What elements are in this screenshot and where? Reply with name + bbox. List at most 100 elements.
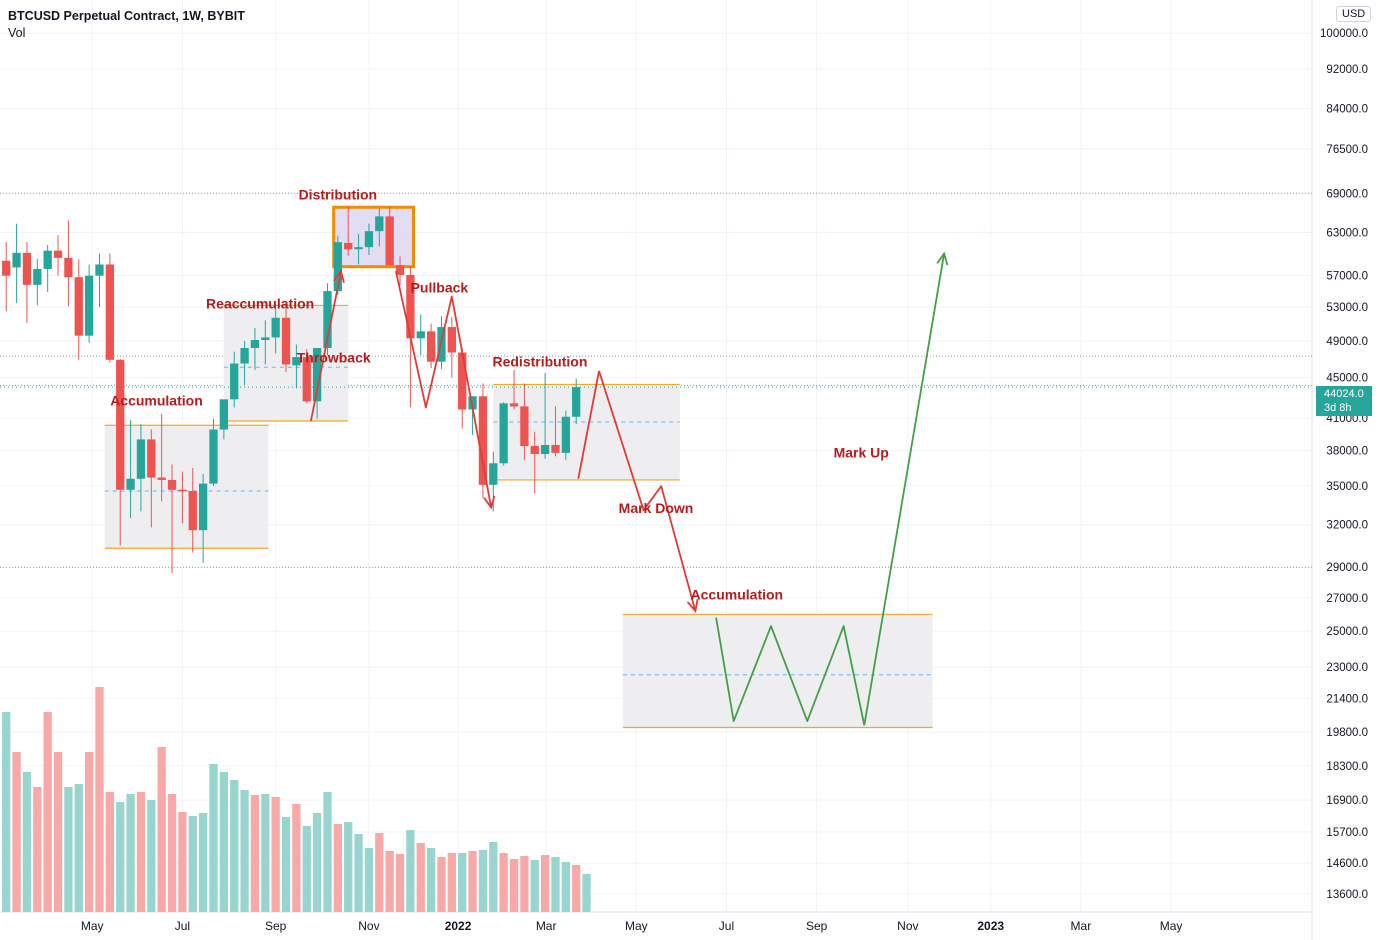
- candles: [2, 205, 581, 574]
- candle: [230, 351, 239, 408]
- volume-bar: [509, 859, 519, 912]
- pullback-arrowhead: [483, 495, 496, 510]
- candle: [261, 320, 270, 365]
- candle-body: [499, 403, 508, 464]
- price-tick-label: 19800.0: [1326, 727, 1368, 739]
- candle-body: [426, 331, 436, 362]
- price-tick-label: 38000.0: [1326, 446, 1368, 458]
- candle-body: [551, 444, 560, 453]
- mark-down-path: [598, 370, 697, 612]
- candle: [95, 253, 104, 308]
- candle-body: [157, 477, 166, 480]
- volume-bar: [147, 800, 156, 912]
- redistribution-zigzag: [577, 370, 600, 479]
- volume-bar: [43, 712, 52, 912]
- price-tick-label: 35000.0: [1326, 481, 1368, 493]
- volume-bar: [230, 780, 239, 912]
- price-tick-label: 69000.0: [1326, 188, 1368, 200]
- candle-body: [250, 340, 260, 349]
- time-tick-label: Jul: [175, 919, 190, 933]
- candle-body: [323, 291, 332, 349]
- candle: [43, 245, 52, 292]
- volume-bar: [33, 787, 42, 912]
- volume-bar: [240, 790, 249, 912]
- range-fill: [622, 614, 933, 728]
- volume-bar: [437, 857, 446, 912]
- candle: [84, 264, 94, 343]
- candle-body: [271, 317, 280, 338]
- candle: [312, 348, 322, 419]
- currency-selector[interactable]: USD: [1336, 6, 1372, 22]
- price-tick-label: 27000.0: [1326, 593, 1368, 605]
- annotation-label: Accumulation: [691, 587, 784, 603]
- volume-bar: [261, 794, 270, 912]
- mark-up-path: [863, 253, 945, 726]
- candle-body: [136, 439, 146, 479]
- candle: [458, 348, 467, 429]
- price-tick-label: 53000.0: [1326, 302, 1368, 314]
- candle-body: [292, 357, 301, 366]
- volume-bar: [53, 752, 63, 912]
- volume-bar: [105, 792, 114, 912]
- time-tick-label: Jul: [719, 919, 734, 933]
- volume-bar: [364, 848, 374, 912]
- candle: [292, 344, 301, 389]
- candle: [520, 383, 529, 460]
- candle: [540, 372, 550, 459]
- candle: [53, 235, 63, 276]
- candle: [468, 396, 477, 435]
- candle-body: [178, 489, 187, 492]
- candle-body: [561, 416, 570, 453]
- price-tick-label: 49000.0: [1326, 336, 1368, 348]
- price-tick-label: 100000.0: [1320, 28, 1368, 40]
- candle-body: [489, 463, 498, 485]
- candle-body: [240, 348, 249, 364]
- candle-body: [354, 247, 363, 250]
- candle: [447, 316, 456, 378]
- annotation-label: Mark Up: [834, 444, 889, 460]
- volume-bar: [540, 855, 550, 912]
- annotation-label: Mark Down: [619, 500, 694, 516]
- price-axis: 100000.0 92000.0 84000.0 76500.0 69000.0 6300…: [1320, 28, 1368, 901]
- candle: [240, 340, 249, 386]
- volume-bar: [489, 842, 498, 912]
- price-tick-label: 15700.0: [1326, 827, 1368, 839]
- volume-bar: [84, 752, 94, 912]
- volume-bar: [416, 843, 425, 912]
- volume-bar: [447, 853, 456, 912]
- price-tick-label: 63000.0: [1326, 228, 1368, 240]
- candle: [198, 473, 208, 563]
- time-tick-label: Nov: [897, 919, 918, 933]
- time-tick-label: Mar: [536, 919, 557, 933]
- candle: [136, 424, 146, 512]
- candle: [530, 431, 539, 494]
- volume-bar: [323, 792, 332, 912]
- candle-body: [509, 403, 519, 407]
- candle: [157, 413, 166, 502]
- volume-bar: [561, 862, 570, 912]
- candle-body: [520, 406, 529, 447]
- price-tick-label: 45000.0: [1326, 373, 1368, 385]
- candle-body: [64, 257, 73, 278]
- last-price-value: 44024.0: [1324, 388, 1364, 400]
- volume-bar: [478, 850, 488, 912]
- candle: [354, 233, 363, 265]
- volume-bar: [271, 797, 280, 912]
- candle: [375, 208, 384, 247]
- annotation-label: Reaccumulation: [206, 296, 314, 312]
- volume-bar: [344, 822, 353, 912]
- candle: [33, 258, 42, 306]
- candle: [499, 402, 508, 466]
- candle-body: [84, 275, 94, 336]
- annotation-label: Throwback: [297, 350, 371, 366]
- volume-bar: [157, 747, 166, 912]
- price-tick-label: 13600.0: [1326, 889, 1368, 901]
- candle: [385, 206, 394, 266]
- time-tick-label: Sep: [265, 919, 287, 933]
- price-tick-label: 57000.0: [1326, 271, 1368, 283]
- volume-bar: [198, 813, 208, 912]
- candle: [64, 220, 73, 307]
- candle-body: [105, 264, 114, 360]
- price-tick-label: 14600.0: [1326, 858, 1368, 870]
